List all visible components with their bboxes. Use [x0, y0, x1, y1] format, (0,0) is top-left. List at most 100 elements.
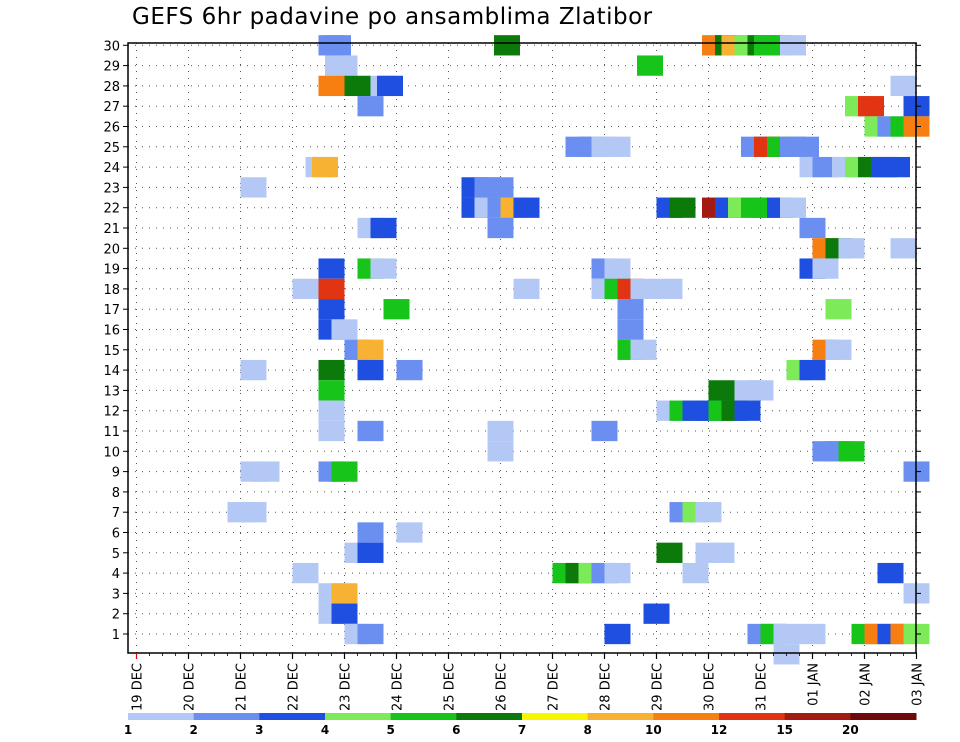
heatmap-cell	[890, 75, 917, 97]
heatmap-cell	[318, 400, 345, 421]
x-tick-label: 29 DEC	[651, 663, 666, 711]
y-tick-label: 7	[112, 506, 120, 521]
heatmap-cell	[357, 522, 384, 543]
heatmap-cell	[331, 55, 358, 76]
heatmap-cell	[487, 217, 514, 239]
colorbar-label: 4	[321, 723, 329, 737]
heatmap-cell	[780, 197, 806, 218]
y-tick-label: 15	[103, 344, 120, 359]
y-tick-label: 1	[112, 628, 120, 643]
colorbar-label: 10	[645, 723, 662, 737]
x-tick-label: 03 JAN	[911, 663, 926, 706]
heatmap-cell	[318, 75, 345, 97]
x-tick-label: 01 JAN	[807, 663, 822, 706]
heatmap-cell	[858, 96, 884, 117]
heatmap-cell	[331, 583, 358, 604]
grid-lines	[128, 43, 917, 653]
y-tick-label: 19	[103, 263, 120, 278]
colorbar-swatch	[522, 713, 589, 720]
heatmap-cell	[383, 299, 410, 320]
heatmap-cell	[682, 562, 709, 584]
heatmap-cell	[617, 299, 644, 320]
y-tick-label: 21	[103, 222, 120, 237]
heatmap-cell	[669, 197, 696, 218]
heatmap-cell	[630, 278, 657, 300]
y-axis-members: 1234567891011121314151617181920212223242…	[103, 39, 921, 643]
colorbar-swatch	[653, 713, 720, 720]
x-tick-label: 23 DEC	[339, 663, 354, 711]
heatmap-cell	[812, 258, 839, 279]
y-tick-label: 5	[112, 547, 120, 562]
y-tick-label: 2	[112, 608, 120, 623]
y-tick-label: 17	[103, 303, 120, 318]
plot-frame	[127, 42, 917, 654]
heatmap-cell	[240, 359, 267, 381]
heatmap-cell	[825, 339, 852, 360]
colorbar-swatch	[719, 713, 786, 720]
heatmap-cell	[318, 420, 345, 442]
heatmap-cell	[318, 359, 345, 381]
heatmap-cell	[487, 177, 514, 198]
colorbar-swatch	[128, 713, 195, 720]
heatmap-cell	[487, 420, 514, 442]
heatmap-cell	[513, 278, 540, 300]
heatmap-cell	[253, 461, 280, 482]
heatmap-cell	[838, 441, 865, 462]
colorbar: 1 2 3 4 5 6 7 8 10 12 15 20	[124, 713, 917, 737]
y-tick-label: 27	[103, 100, 120, 115]
colorbar-swatch	[456, 713, 523, 720]
heatmap-cell	[825, 299, 852, 320]
x-tick-label: 30 DEC	[703, 663, 718, 711]
heatmap-cell	[773, 623, 800, 645]
heatmap-cell	[377, 75, 403, 97]
colorbar-swatch	[850, 713, 917, 720]
heatmap-cell	[604, 562, 631, 584]
y-tick-label: 11	[103, 425, 120, 440]
heatmap-cell	[240, 177, 267, 198]
heatmap-cell	[312, 156, 338, 178]
heatmap-cell	[780, 35, 806, 56]
heatmap-cell	[604, 623, 631, 645]
heatmap-cell	[747, 380, 774, 401]
heatmap-cell	[604, 258, 631, 279]
colorbar-label: 5	[386, 723, 394, 737]
colorbar-swatch	[390, 713, 457, 720]
x-tick-label: 21 DEC	[235, 663, 250, 711]
heatmap-cell	[884, 156, 910, 178]
colorbar-label: 15	[776, 723, 793, 737]
heatmap-cell	[695, 502, 722, 523]
y-tick-label: 29	[103, 60, 120, 75]
y-tick-label: 23	[103, 181, 120, 196]
y-tick-label: 20	[103, 242, 120, 257]
heatmap-cell	[318, 299, 345, 320]
colorbar-swatch	[784, 713, 851, 720]
colorbar-label: 12	[711, 723, 728, 737]
colorbar-label: 8	[583, 723, 591, 737]
heatmap-cell	[318, 278, 345, 300]
heatmap-cell	[357, 542, 384, 563]
colorbar-swatch	[325, 713, 392, 720]
heatmap-cell	[617, 319, 644, 340]
heatmap-cell	[318, 258, 345, 279]
y-tick-label: 26	[103, 121, 120, 136]
heatmap-cell	[890, 238, 917, 259]
colorbar-label: 7	[518, 723, 526, 737]
colorbar-swatch	[587, 713, 654, 720]
x-tick-label: 25 DEC	[443, 663, 458, 711]
colorbar-label: 6	[452, 723, 460, 737]
y-tick-label: 3	[112, 587, 120, 602]
y-tick-label: 25	[103, 141, 120, 156]
heatmap-cell	[331, 603, 358, 624]
x-tick-label: 31 DEC	[755, 663, 770, 711]
heatmap-cell	[292, 278, 319, 300]
y-tick-label: 30	[103, 39, 120, 54]
x-tick-label: 27 DEC	[547, 663, 562, 711]
y-tick-label: 9	[112, 466, 120, 481]
heatmap-cell	[370, 217, 397, 239]
heatmap-cell	[643, 603, 670, 624]
y-tick-label: 18	[103, 283, 120, 298]
heatmap-cell	[494, 35, 520, 56]
heatmap-cell	[240, 502, 267, 523]
heatmap-cell	[370, 258, 397, 279]
